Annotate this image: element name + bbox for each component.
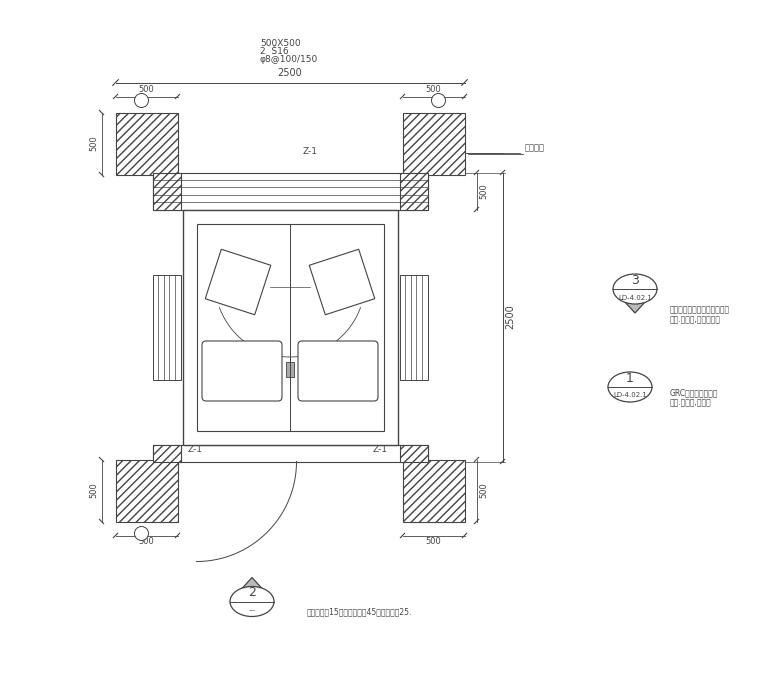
- Text: 2500: 2500: [505, 305, 515, 329]
- Bar: [307, 378, 369, 392]
- Polygon shape: [309, 249, 375, 315]
- Text: GRC表面仿花岗岩喷: GRC表面仿花岗岩喷: [670, 388, 718, 397]
- Text: 500: 500: [480, 183, 489, 199]
- Bar: [403, 113, 464, 175]
- Text: 500X500: 500X500: [260, 40, 301, 48]
- Bar: [211, 378, 273, 392]
- FancyBboxPatch shape: [298, 341, 378, 401]
- Text: 2500: 2500: [277, 68, 302, 78]
- Text: Z-1: Z-1: [372, 445, 388, 454]
- Ellipse shape: [608, 372, 652, 402]
- Text: 注意图示就15，具体详图就45分级详细就25.: 注意图示就15，具体详图就45分级详细就25.: [307, 607, 413, 616]
- Circle shape: [135, 527, 148, 541]
- Circle shape: [432, 93, 445, 108]
- Text: 500: 500: [426, 85, 442, 93]
- Text: 颜色.米白色,与建筑匹配: 颜色.米白色,与建筑匹配: [670, 315, 721, 324]
- Text: 3: 3: [631, 273, 639, 286]
- Text: 500: 500: [426, 537, 442, 546]
- Bar: [153, 173, 427, 209]
- Text: 500: 500: [90, 136, 99, 151]
- Bar: [182, 209, 397, 445]
- Bar: [153, 445, 181, 462]
- Text: ---: ---: [249, 608, 256, 614]
- Bar: [400, 445, 427, 462]
- Text: LD-4.02.1: LD-4.02.1: [618, 295, 652, 301]
- Text: 颜色.混黄色,与建筑: 颜色.混黄色,与建筑: [670, 398, 712, 407]
- Text: 混凝土结构表面仿花岗岩喷涂: 混凝土结构表面仿花岗岩喷涂: [670, 305, 730, 314]
- Bar: [400, 274, 427, 379]
- Polygon shape: [608, 372, 630, 402]
- Text: 1: 1: [626, 372, 634, 385]
- Bar: [286, 362, 294, 377]
- Text: Z-1: Z-1: [302, 147, 318, 156]
- Text: 500: 500: [480, 483, 489, 499]
- Text: 2  Š16: 2 Š16: [260, 48, 289, 57]
- Bar: [116, 460, 178, 522]
- Polygon shape: [613, 289, 657, 313]
- Bar: [153, 173, 181, 209]
- Bar: [403, 460, 464, 522]
- Ellipse shape: [613, 274, 657, 304]
- Text: LD-4.02.1: LD-4.02.1: [613, 392, 647, 398]
- Text: 500: 500: [90, 483, 99, 499]
- Ellipse shape: [230, 587, 274, 617]
- Text: 普管方异: 普管方异: [524, 143, 544, 153]
- Text: Z-1: Z-1: [188, 445, 202, 454]
- Bar: [116, 113, 178, 175]
- Text: 500: 500: [138, 85, 154, 93]
- Polygon shape: [230, 578, 274, 602]
- Circle shape: [135, 93, 148, 108]
- Bar: [400, 173, 427, 209]
- Text: 500: 500: [138, 537, 154, 546]
- Polygon shape: [205, 249, 271, 315]
- FancyBboxPatch shape: [202, 341, 282, 401]
- Bar: [153, 445, 427, 462]
- Bar: [153, 274, 181, 379]
- Text: φ8@100/150: φ8@100/150: [260, 55, 318, 65]
- Text: 2: 2: [248, 586, 256, 599]
- Bar: [197, 224, 384, 430]
